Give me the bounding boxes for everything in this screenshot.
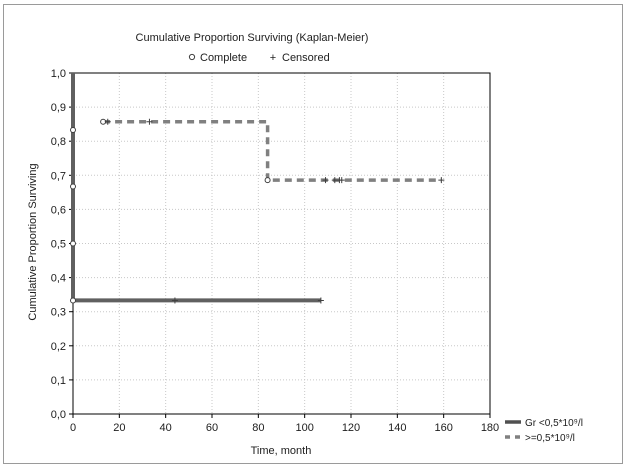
- x-tick-label: 0: [70, 422, 76, 434]
- censored-marker: [322, 177, 329, 184]
- grid: [73, 73, 490, 414]
- x-tick-label: 120: [342, 422, 360, 434]
- x-tick-label: 60: [206, 422, 218, 434]
- complete-event-marker: [70, 183, 76, 190]
- chart-title: Cumulative Proportion Surviving (Kaplan-…: [136, 32, 369, 44]
- censored-marker: [104, 118, 111, 125]
- y-axis-ticks: 0,0 0,1 0,2 0,3 0,4 0,5 0,6 0,7 0,8 0,9 1,0: [51, 68, 73, 421]
- complete-event-marker: [264, 177, 271, 184]
- complete-event-marker: [70, 297, 76, 304]
- y-tick-label: 0,5: [51, 239, 66, 251]
- x-tick-label: 160: [434, 422, 452, 434]
- y-tick-label: 1,0: [51, 68, 66, 80]
- x-tick-label: 80: [252, 422, 264, 434]
- censored-marker: [338, 177, 345, 184]
- censored-marker: [171, 297, 178, 304]
- y-tick-label: 0,7: [51, 170, 66, 182]
- series-legend-label-2: >=0,5*10⁹/l: [525, 433, 575, 444]
- series-line-2: [103, 120, 442, 182]
- complete-event-marker: [70, 240, 76, 247]
- series-legend: Gr <0,5*10⁹/l >=0,5*10⁹/l: [505, 418, 583, 444]
- y-axis-label: Cumulative Proportion Surviving: [27, 163, 39, 320]
- y-tick-label: 0,3: [51, 307, 66, 319]
- x-axis-label: Time, month: [251, 445, 312, 457]
- x-axis-ticks: 0 20 40 60 80 100 120 140 160 180: [70, 414, 499, 434]
- y-tick-label: 0,0: [51, 409, 66, 421]
- y-tick-label: 0,9: [51, 102, 66, 114]
- marker-legend: Complete + Censored: [188, 52, 330, 64]
- censored-marker-legend-icon: +: [270, 52, 276, 64]
- complete-marker-legend-label: Complete: [200, 52, 247, 64]
- series-markers: [70, 118, 445, 304]
- complete-marker-legend-icon: [188, 53, 196, 61]
- y-tick-label: 0,6: [51, 204, 66, 216]
- chart-frame: [3, 4, 623, 464]
- censored-marker-legend-label: Censored: [282, 52, 330, 64]
- y-tick-label: 0,1: [51, 375, 66, 387]
- x-tick-label: 20: [113, 422, 125, 434]
- y-tick-label: 0,4: [51, 273, 66, 285]
- x-tick-label: 140: [388, 422, 406, 434]
- series-line-1: [71, 73, 321, 303]
- series-legend-label-1: Gr <0,5*10⁹/l: [525, 418, 583, 429]
- series-lines: [71, 73, 442, 303]
- censored-marker: [146, 118, 153, 125]
- censored-marker: [438, 177, 445, 184]
- x-tick-label: 40: [160, 422, 172, 434]
- x-tick-label: 100: [295, 422, 313, 434]
- y-tick-label: 0,8: [51, 136, 66, 148]
- x-tick-label: 180: [481, 422, 499, 434]
- y-tick-label: 0,2: [51, 341, 66, 353]
- complete-event-marker: [70, 126, 76, 133]
- censored-marker: [317, 297, 324, 304]
